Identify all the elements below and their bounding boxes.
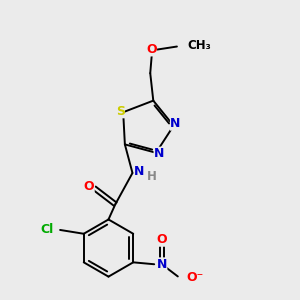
Text: O: O [84, 180, 94, 193]
Text: O: O [157, 233, 167, 246]
Text: O⁻: O⁻ [186, 272, 203, 284]
Text: N: N [157, 258, 167, 271]
Text: N: N [170, 117, 181, 130]
Text: H: H [147, 169, 157, 182]
Text: Cl: Cl [41, 223, 54, 236]
Text: CH₃: CH₃ [188, 39, 211, 52]
Text: S: S [116, 105, 124, 118]
Text: N: N [134, 165, 145, 178]
Text: N: N [154, 147, 164, 160]
Text: O: O [146, 43, 157, 56]
